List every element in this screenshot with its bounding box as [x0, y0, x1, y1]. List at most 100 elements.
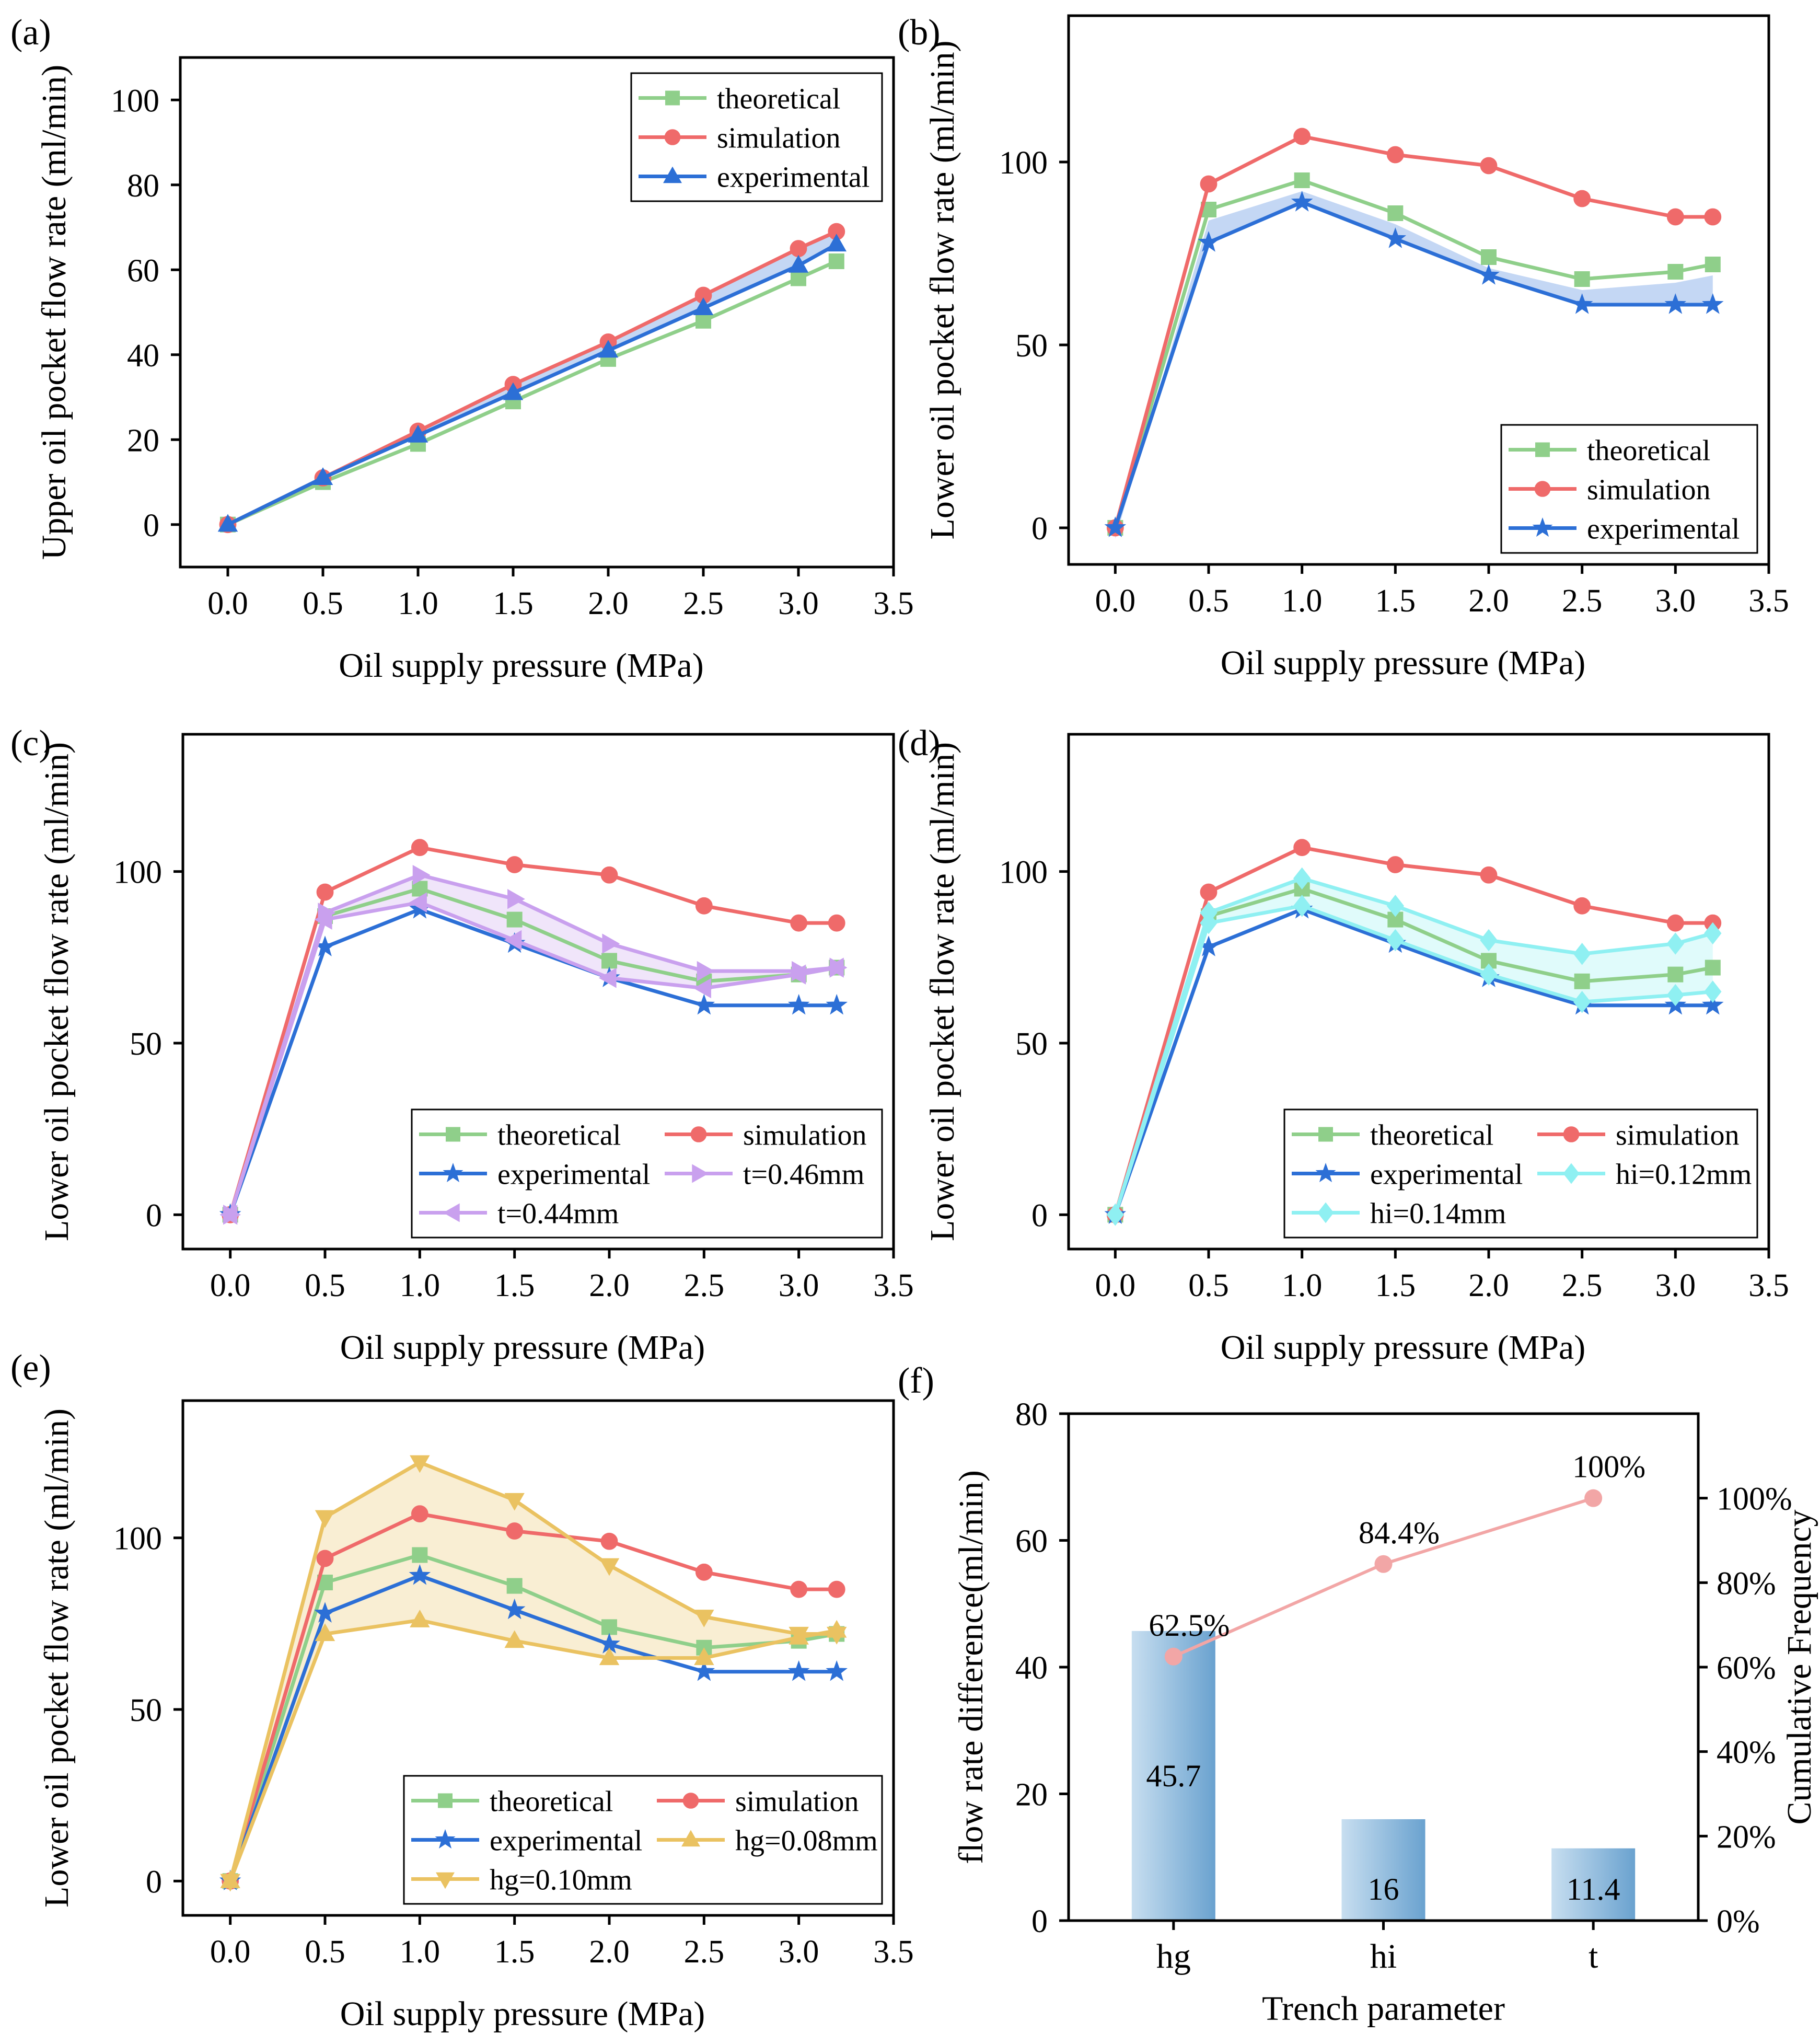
x-tick-label: 1.5 [1375, 583, 1416, 619]
x-tick-label: 0.5 [1188, 583, 1229, 619]
x-tick-label: 0.0 [210, 1268, 251, 1303]
cumulative-point [1164, 1647, 1183, 1666]
y-tick-label: 0 [146, 1864, 162, 1900]
legend-item: hg=0.10mm [411, 1864, 632, 1897]
x-tick-label: 3.5 [873, 1268, 914, 1303]
data-point [1293, 128, 1311, 145]
bar-value-label: 45.7 [1146, 1759, 1201, 1793]
series-line [1113, 904, 1713, 1216]
data-point [1104, 516, 1127, 537]
data-point [409, 1564, 431, 1585]
data-point [693, 993, 715, 1015]
data-point [1704, 980, 1722, 1003]
cumulative-label: 62.5% [1149, 1608, 1230, 1643]
panel-label: (d) [898, 723, 941, 764]
legend-item: t=0.46mm [665, 1159, 864, 1191]
series-line [227, 259, 838, 526]
data-point [697, 961, 715, 981]
legend-marker [664, 129, 681, 145]
legend-marker [443, 1203, 460, 1222]
legend-item: theoretical [419, 1119, 621, 1152]
y-tick-label: 40 [127, 338, 159, 374]
data-point [219, 1205, 238, 1225]
series-experimental [1104, 191, 1724, 537]
x-tick-label: 2.0 [1468, 583, 1509, 619]
series-hi-0-14mm [1106, 895, 1722, 1226]
legend-item: simulation [1537, 1119, 1739, 1152]
y-tick-label: 40 [1015, 1650, 1048, 1686]
x-tick-label: 1.5 [494, 1268, 535, 1303]
y-tick-label: 60 [1015, 1524, 1048, 1559]
data-point [1481, 249, 1497, 265]
data-point [695, 313, 711, 329]
data-point [504, 1493, 525, 1511]
legend: theoretical simulation experimental hi=0.12… [1283, 1108, 1758, 1239]
x-tick-label: 1.0 [1282, 583, 1323, 619]
data-point [1701, 293, 1724, 314]
legend: theoretical simulation experimental [1500, 424, 1758, 554]
data-point [789, 1626, 809, 1645]
y2-axis-title: Cumulative Frequency [1780, 1509, 1818, 1824]
legend-label: t=0.44mm [497, 1198, 619, 1230]
y2-tick-label: 40% [1717, 1735, 1776, 1771]
legend-item: simulation [639, 122, 840, 155]
x-tick-label: 0.5 [303, 586, 343, 621]
data-point [1387, 205, 1404, 221]
data-point [1291, 191, 1313, 212]
series-line [227, 242, 838, 526]
panel-label: (c) [10, 723, 51, 764]
panel-label: (b) [898, 13, 941, 53]
y-axis-title: flow rate difference(ml/min) [952, 1470, 990, 1864]
x-tick-label: 3.0 [778, 586, 819, 621]
x-tick-label: 0.5 [305, 1268, 345, 1303]
data-point [411, 1505, 428, 1523]
data-point [412, 881, 428, 897]
legend-item: experimental [639, 161, 870, 194]
data-point [788, 255, 809, 273]
legend-marker [692, 1164, 709, 1183]
legend-label: simulation [743, 1119, 866, 1152]
data-point [1704, 208, 1722, 226]
series-line [1113, 134, 1713, 528]
data-point [694, 1610, 714, 1627]
x-tick-label: 2.5 [683, 586, 724, 621]
legend-marker [1315, 1162, 1336, 1183]
x-tick-label: 2.0 [589, 1268, 630, 1303]
legend-marker [446, 1127, 460, 1142]
series-hg-0-10mm [220, 1455, 847, 1892]
data-point [1667, 264, 1684, 280]
bar [1341, 1819, 1425, 1921]
data-point [828, 1580, 845, 1598]
data-point [600, 866, 618, 884]
legend-label: simulation [1587, 474, 1710, 506]
y2-tick-label: 20% [1717, 1819, 1776, 1855]
legend-label: experimental [717, 161, 870, 194]
y-tick-label: 0 [146, 1198, 162, 1233]
data-point [791, 270, 806, 286]
error-band [230, 875, 837, 1215]
legend-marker [1318, 1127, 1333, 1142]
legend-item: simulation [657, 1786, 859, 1818]
data-point [1386, 929, 1405, 952]
y-tick-label: 100 [111, 83, 159, 119]
data-point [828, 914, 845, 932]
x-tick-label: 1.0 [400, 1934, 440, 1970]
data-point [693, 978, 711, 999]
data-point [598, 340, 619, 358]
plot-frame [181, 1399, 895, 1917]
y-tick-label: 60 [127, 253, 159, 288]
data-point [693, 297, 714, 315]
data-point [506, 911, 523, 928]
legend-label: theoretical [717, 83, 840, 115]
legend-label: t=0.46mm [743, 1159, 864, 1191]
y-tick-label: 50 [1015, 1026, 1048, 1062]
x-tick-label: 1.0 [400, 1268, 440, 1303]
legend-label: theoretical [490, 1786, 613, 1818]
legend-label: theoretical [1587, 435, 1710, 467]
data-point [790, 240, 807, 258]
legend-label: simulation [735, 1786, 859, 1818]
x-tick-label: 1.5 [1375, 1268, 1416, 1303]
x-axis-title: Trench parameter [1262, 1990, 1505, 2028]
data-point [1573, 943, 1591, 965]
legend-box [411, 1108, 883, 1239]
